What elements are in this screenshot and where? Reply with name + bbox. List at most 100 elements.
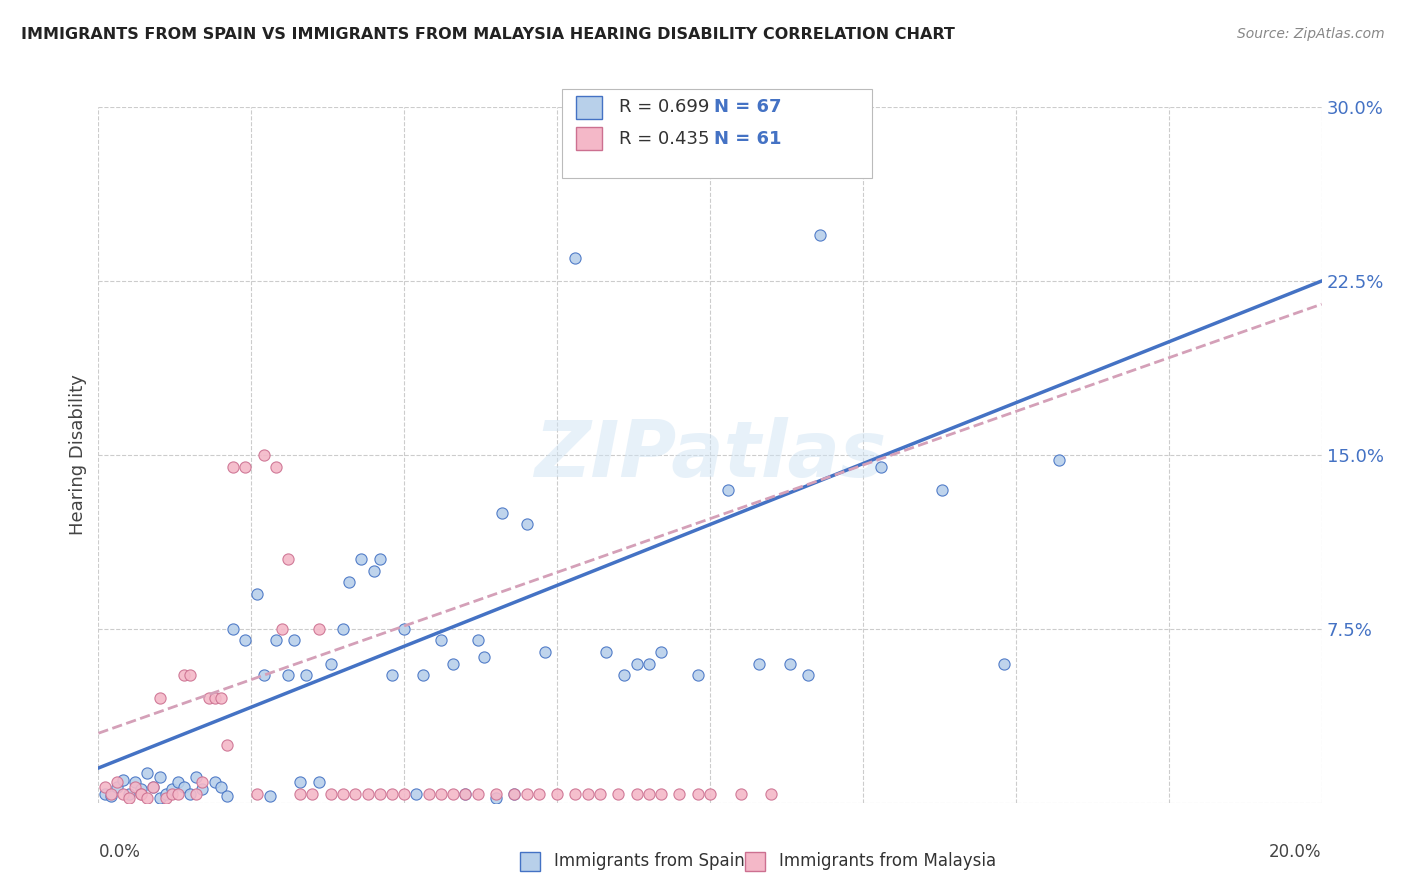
- Point: [264, 459, 287, 474]
- Point: [308, 622, 330, 636]
- Point: [222, 622, 245, 636]
- Point: [93, 780, 115, 794]
- Point: [105, 780, 128, 794]
- Point: [363, 564, 385, 578]
- Point: [129, 787, 152, 801]
- Point: [179, 787, 201, 801]
- Point: [179, 668, 201, 682]
- Point: [392, 787, 416, 801]
- Text: ZIPatlas: ZIPatlas: [534, 417, 886, 493]
- Point: [430, 633, 453, 648]
- Point: [160, 781, 183, 796]
- Point: [319, 787, 342, 801]
- Point: [870, 459, 893, 474]
- Point: [155, 787, 177, 801]
- Point: [149, 770, 172, 784]
- Point: [252, 448, 274, 462]
- Point: [264, 633, 287, 648]
- Point: [564, 787, 586, 801]
- Point: [503, 787, 526, 801]
- Point: [485, 791, 508, 805]
- Point: [129, 781, 152, 796]
- Text: N = 61: N = 61: [714, 129, 782, 147]
- Point: [931, 483, 953, 497]
- Point: [626, 657, 648, 671]
- Point: [1047, 452, 1070, 467]
- Point: [485, 787, 508, 801]
- Point: [576, 787, 599, 801]
- Point: [233, 459, 256, 474]
- Point: [564, 251, 586, 265]
- Point: [686, 787, 709, 801]
- Point: [418, 787, 440, 801]
- Text: 0.0%: 0.0%: [98, 843, 141, 861]
- Point: [129, 787, 152, 801]
- Point: [118, 787, 141, 801]
- Point: [118, 791, 141, 805]
- Point: [209, 780, 232, 794]
- Point: [173, 780, 195, 794]
- Point: [405, 787, 427, 801]
- Point: [668, 787, 690, 801]
- Point: [136, 765, 159, 780]
- Point: [111, 772, 134, 787]
- Point: [381, 787, 404, 801]
- Point: [808, 227, 831, 242]
- Point: [534, 645, 557, 659]
- Point: [197, 691, 219, 706]
- Point: [308, 775, 330, 789]
- Point: [412, 668, 434, 682]
- Point: [797, 668, 820, 682]
- Point: [686, 668, 709, 682]
- Point: [454, 787, 477, 801]
- Point: [173, 668, 195, 682]
- Point: [105, 775, 128, 789]
- Text: Immigrants from Malaysia: Immigrants from Malaysia: [779, 852, 995, 871]
- Point: [142, 780, 165, 794]
- Point: [430, 787, 453, 801]
- Point: [186, 787, 208, 801]
- Point: [381, 668, 404, 682]
- Point: [993, 657, 1015, 671]
- Point: [441, 657, 464, 671]
- Point: [160, 787, 183, 801]
- Point: [100, 787, 122, 801]
- Point: [222, 459, 245, 474]
- Point: [186, 770, 208, 784]
- Point: [748, 657, 770, 671]
- Point: [546, 787, 568, 801]
- Point: [209, 691, 232, 706]
- Point: [759, 787, 782, 801]
- Point: [142, 780, 165, 794]
- Text: N = 67: N = 67: [714, 98, 782, 116]
- Point: [350, 552, 373, 566]
- Point: [356, 787, 378, 801]
- Point: [717, 483, 740, 497]
- Point: [124, 780, 146, 794]
- Point: [613, 668, 636, 682]
- Point: [270, 622, 292, 636]
- Point: [516, 787, 538, 801]
- Point: [149, 791, 172, 805]
- Point: [215, 789, 238, 803]
- Text: IMMIGRANTS FROM SPAIN VS IMMIGRANTS FROM MALAYSIA HEARING DISABILITY CORRELATION: IMMIGRANTS FROM SPAIN VS IMMIGRANTS FROM…: [21, 27, 955, 42]
- Point: [454, 787, 477, 801]
- Point: [290, 775, 312, 789]
- Point: [650, 787, 672, 801]
- Point: [301, 787, 323, 801]
- Point: [259, 789, 281, 803]
- Point: [233, 633, 256, 648]
- Point: [392, 622, 416, 636]
- Point: [215, 738, 238, 752]
- Point: [136, 791, 159, 805]
- Point: [290, 787, 312, 801]
- Point: [277, 552, 299, 566]
- Text: 20.0%: 20.0%: [1270, 843, 1322, 861]
- Point: [332, 787, 354, 801]
- Point: [344, 787, 367, 801]
- Point: [637, 787, 661, 801]
- Point: [191, 781, 214, 796]
- Point: [204, 691, 226, 706]
- Point: [441, 787, 464, 801]
- Point: [149, 691, 172, 706]
